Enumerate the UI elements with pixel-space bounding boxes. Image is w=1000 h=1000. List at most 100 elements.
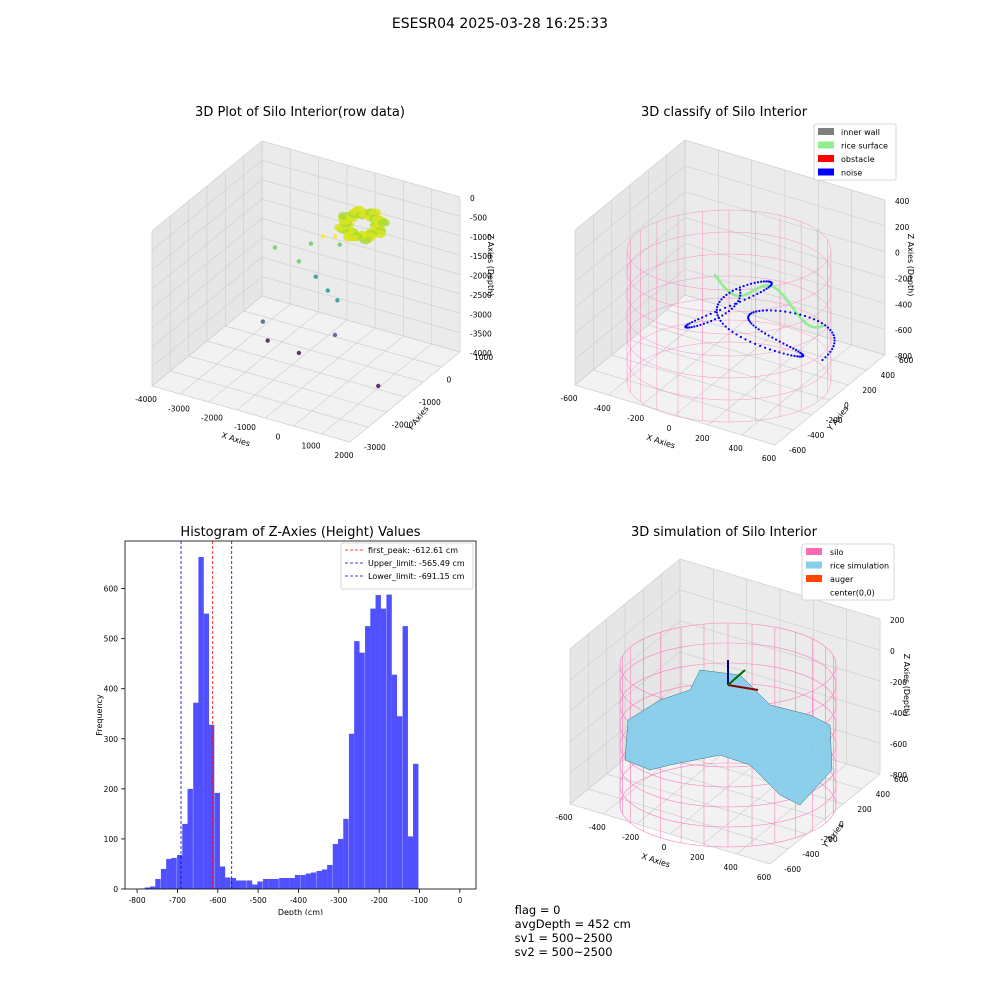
noise-point [760, 280, 763, 283]
noise-point [768, 348, 772, 351]
x-axis-label: Depth (cm) [278, 908, 323, 915]
x-tick-label: -3000 [168, 404, 190, 413]
histogram-bar [208, 724, 215, 889]
x-tick-label: 2000 [334, 451, 353, 460]
z-tick-label: 0 [895, 249, 900, 258]
z-tick-label: 400 [895, 197, 910, 206]
data-point [296, 350, 302, 356]
noise-point [738, 300, 742, 303]
y-tick-label: 400 [876, 790, 891, 799]
noise-point [808, 316, 811, 319]
legend-label: noise [841, 169, 862, 178]
z-tick-label: -1000 [470, 233, 492, 242]
histogram-bar [257, 881, 263, 889]
noise-point [717, 303, 720, 306]
noise-point [833, 336, 836, 339]
noise-point [797, 350, 800, 353]
noise-point [686, 323, 689, 326]
histogram-bar [171, 857, 177, 889]
noise-point [735, 333, 738, 336]
histogram-bar [198, 557, 204, 889]
noise-point [748, 296, 751, 299]
histogram-bar [182, 823, 188, 889]
histogram-bar [338, 838, 344, 889]
rice-simulation-surface [624, 669, 833, 806]
histogram-bar [284, 877, 290, 889]
noise-point [718, 300, 721, 303]
histogram-bar [316, 870, 323, 889]
noise-point [744, 338, 747, 341]
histogram-bar [370, 608, 376, 889]
data-point [272, 245, 278, 250]
legend-label: silo [830, 548, 844, 557]
data-point [337, 242, 343, 247]
avg-depth-text: avgDepth = 452 cm [514, 917, 631, 931]
x-tick-label: -600 [560, 394, 577, 403]
legend-box [801, 543, 895, 601]
noise-point [738, 288, 742, 292]
data-point [325, 288, 330, 293]
histogram-bar [252, 884, 258, 889]
noise-point [739, 335, 742, 339]
histogram-bar [235, 880, 242, 889]
noise-point [824, 356, 827, 359]
noise-point [731, 289, 734, 292]
histogram-bar [413, 763, 419, 889]
data-point [265, 338, 270, 343]
x-tick-label: -800 [129, 896, 146, 905]
noise-point [767, 286, 770, 289]
noise-point [789, 345, 792, 349]
y-tick-label: -600 [789, 446, 806, 455]
histogram-bar [219, 866, 226, 889]
z-tick-label: -400 [890, 709, 907, 718]
noise-point [706, 321, 709, 324]
histogram-bar [187, 788, 193, 889]
z-tick-label: -3000 [470, 310, 492, 319]
noise-point [693, 325, 696, 328]
histogram-bar [380, 608, 387, 889]
surface-cluster [334, 205, 390, 245]
legend-swatch [806, 575, 822, 582]
noise-point [769, 309, 773, 312]
y-tick-label: -600 [784, 865, 801, 874]
histogram-bar [193, 702, 199, 889]
noise-point [761, 309, 765, 312]
flag-text: flag = 0 [514, 903, 561, 917]
noise-point [827, 353, 830, 356]
noise-point [739, 294, 742, 297]
noise-point [716, 305, 719, 309]
noise-point [756, 292, 759, 296]
noise-point [754, 326, 757, 329]
z-tick-label: -800 [895, 352, 912, 361]
x-tick-label: 600 [757, 873, 772, 882]
noise-point [792, 347, 795, 350]
histogram-bar [310, 872, 317, 889]
noise-point [767, 334, 770, 337]
legend-label: center(0,0) [830, 589, 875, 598]
chart-title: Histogram of Z-Axies (Height) Values [180, 525, 420, 540]
noise-point [831, 347, 834, 351]
noise-point [728, 291, 731, 294]
x-tick-label: -2000 [201, 414, 223, 423]
legend-swatch [818, 141, 834, 149]
histogram-bar [391, 674, 398, 889]
cluster-point [377, 218, 390, 227]
noise-point [727, 310, 731, 313]
x-tick-label: -600 [209, 896, 226, 905]
noise-point [724, 312, 727, 315]
legend-box [813, 123, 897, 181]
noise-point [784, 310, 787, 313]
noise-point [759, 344, 762, 347]
noise-point [737, 299, 740, 303]
histogram-bars [139, 557, 419, 889]
noise-point [820, 322, 823, 325]
x-tick-label: -1000 [234, 423, 256, 432]
x-tick-label: -500 [250, 896, 267, 905]
histogram-bar [246, 880, 253, 889]
x-tick-label: 0 [662, 843, 667, 852]
panel-raw-data-3d: 3D Plot of Silo Interior(row data) -4000 -… [135, 105, 495, 460]
histogram-bar [177, 854, 183, 889]
legend-swatch [806, 561, 822, 569]
noise-point [799, 351, 802, 354]
